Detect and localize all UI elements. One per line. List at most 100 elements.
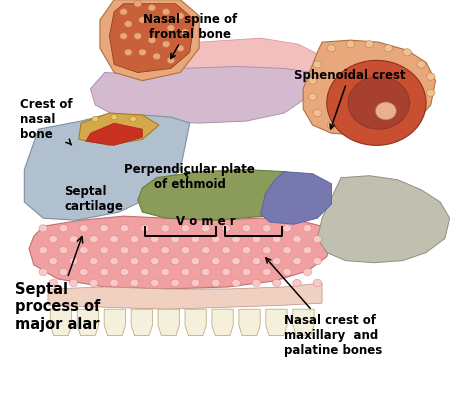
Polygon shape: [303, 41, 436, 136]
Polygon shape: [104, 309, 126, 336]
Text: Sphenoidal crest: Sphenoidal crest: [294, 68, 405, 130]
Circle shape: [283, 247, 292, 254]
Circle shape: [403, 118, 411, 126]
Circle shape: [90, 279, 98, 287]
Polygon shape: [24, 116, 190, 221]
Circle shape: [39, 247, 47, 254]
Circle shape: [303, 269, 312, 276]
Circle shape: [153, 18, 160, 24]
Polygon shape: [185, 309, 206, 336]
Circle shape: [176, 46, 184, 52]
Polygon shape: [293, 309, 314, 336]
Circle shape: [125, 22, 132, 28]
Polygon shape: [239, 309, 260, 336]
Circle shape: [130, 117, 137, 123]
Text: Nasal crest of
maxillary  and
palatine bones: Nasal crest of maxillary and palatine bo…: [266, 258, 383, 356]
Circle shape: [283, 225, 292, 232]
Circle shape: [242, 225, 251, 232]
Circle shape: [365, 130, 374, 138]
Circle shape: [222, 247, 230, 254]
Polygon shape: [261, 172, 331, 225]
Circle shape: [327, 61, 426, 146]
Circle shape: [162, 42, 170, 48]
Circle shape: [130, 258, 139, 265]
Circle shape: [80, 247, 88, 254]
Circle shape: [130, 279, 139, 287]
Circle shape: [232, 236, 240, 243]
Circle shape: [181, 247, 190, 254]
Circle shape: [49, 279, 57, 287]
Circle shape: [273, 236, 281, 243]
Circle shape: [427, 90, 435, 97]
Circle shape: [167, 26, 174, 32]
Circle shape: [417, 106, 426, 113]
Circle shape: [232, 258, 240, 265]
Circle shape: [303, 225, 312, 232]
Circle shape: [49, 236, 57, 243]
Circle shape: [283, 269, 292, 276]
Circle shape: [111, 129, 118, 135]
Polygon shape: [266, 309, 287, 336]
Polygon shape: [86, 124, 143, 146]
Circle shape: [134, 34, 142, 40]
Circle shape: [134, 2, 142, 8]
Circle shape: [141, 225, 149, 232]
Circle shape: [141, 247, 149, 254]
Polygon shape: [79, 114, 159, 146]
Circle shape: [141, 269, 149, 276]
Circle shape: [59, 225, 68, 232]
Circle shape: [176, 14, 184, 20]
Circle shape: [191, 279, 200, 287]
Circle shape: [181, 269, 190, 276]
Circle shape: [309, 94, 317, 101]
Circle shape: [120, 34, 128, 40]
Circle shape: [161, 247, 169, 254]
Text: Crest of
nasal
bone: Crest of nasal bone: [19, 98, 72, 145]
Circle shape: [201, 247, 210, 254]
Polygon shape: [158, 309, 179, 336]
Polygon shape: [29, 217, 331, 289]
Circle shape: [201, 269, 210, 276]
Circle shape: [327, 122, 336, 130]
Circle shape: [346, 126, 355, 134]
Circle shape: [148, 6, 156, 12]
Polygon shape: [109, 5, 194, 73]
Circle shape: [92, 131, 99, 137]
Circle shape: [162, 10, 170, 16]
Circle shape: [403, 49, 411, 57]
Circle shape: [80, 269, 88, 276]
Circle shape: [151, 236, 159, 243]
Circle shape: [161, 269, 169, 276]
Circle shape: [59, 269, 68, 276]
Circle shape: [327, 45, 336, 53]
Circle shape: [167, 58, 174, 64]
Circle shape: [161, 225, 169, 232]
Circle shape: [49, 258, 57, 265]
Circle shape: [242, 269, 251, 276]
Circle shape: [211, 258, 220, 265]
Circle shape: [313, 279, 321, 287]
Circle shape: [69, 279, 78, 287]
Circle shape: [139, 50, 146, 56]
Circle shape: [232, 279, 240, 287]
Circle shape: [375, 103, 396, 121]
Circle shape: [211, 279, 220, 287]
Circle shape: [110, 258, 118, 265]
Circle shape: [171, 258, 179, 265]
Circle shape: [242, 247, 251, 254]
Circle shape: [417, 62, 426, 69]
Polygon shape: [48, 283, 322, 309]
Circle shape: [148, 38, 156, 44]
Circle shape: [293, 279, 301, 287]
Circle shape: [263, 225, 271, 232]
Circle shape: [110, 236, 118, 243]
Circle shape: [427, 74, 435, 81]
Text: Nasal spine of
frontal bone: Nasal spine of frontal bone: [143, 13, 237, 60]
Circle shape: [181, 30, 189, 36]
Circle shape: [303, 247, 312, 254]
Polygon shape: [212, 309, 233, 336]
Circle shape: [293, 236, 301, 243]
Circle shape: [111, 115, 118, 121]
Circle shape: [69, 236, 78, 243]
Circle shape: [211, 236, 220, 243]
